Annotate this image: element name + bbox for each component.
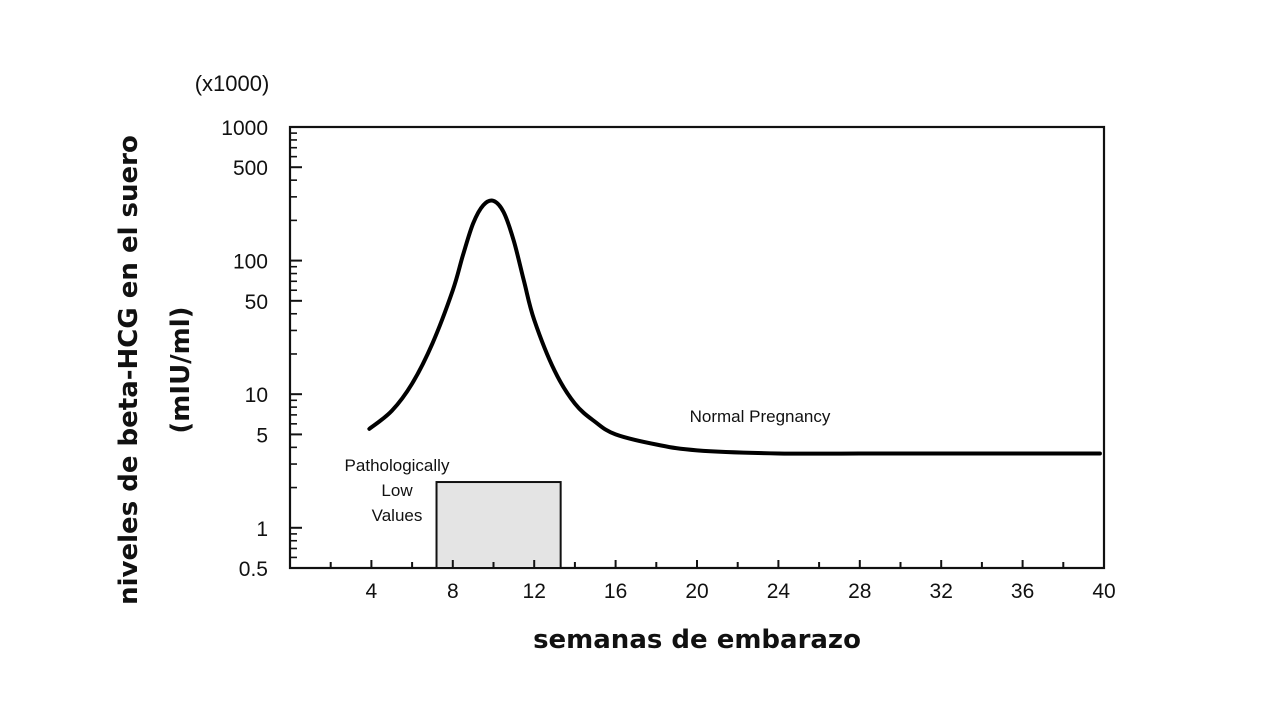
y-axis-units: (mIU/ml) bbox=[166, 306, 196, 433]
x-axis-title: semanas de embarazo bbox=[533, 625, 861, 655]
x-tick-label-8: 8 bbox=[447, 580, 459, 603]
x-tick-label-32: 32 bbox=[930, 580, 953, 603]
y-axis-tick-labels: 0.5 1 5 10 50 100 500 1000 bbox=[221, 117, 268, 581]
x-tick-label-4: 4 bbox=[366, 580, 378, 603]
y-multiplier-label: (x1000) bbox=[195, 71, 270, 96]
y-tick-label-10: 10 bbox=[245, 384, 268, 407]
y-tick-label-1: 1 bbox=[256, 518, 268, 541]
x-tick-label-36: 36 bbox=[1011, 580, 1034, 603]
x-tick-label-12: 12 bbox=[523, 580, 546, 603]
y-minor-ticks bbox=[290, 132, 297, 559]
y-tick-label-100: 100 bbox=[233, 251, 268, 274]
y-tick-label-500: 500 bbox=[233, 157, 268, 180]
y-tick-label-0_5: 0.5 bbox=[239, 558, 268, 581]
x-tick-label-40: 40 bbox=[1092, 580, 1115, 603]
y-axis-title: niveles de beta-HCG en el suero bbox=[114, 135, 144, 605]
annotation-pathologically-line-2: Low bbox=[381, 481, 413, 500]
plot-frame bbox=[288, 125, 1106, 570]
y-tick-label-50: 50 bbox=[245, 291, 268, 314]
annotation-pathologically-line-1: Pathologically bbox=[345, 456, 450, 475]
y-tick-label-1000: 1000 bbox=[221, 117, 268, 140]
x-tick-label-28: 28 bbox=[848, 580, 871, 603]
x-tick-label-20: 20 bbox=[685, 580, 708, 603]
x-tick-label-16: 16 bbox=[604, 580, 627, 603]
y-axis-ticks bbox=[290, 126, 302, 569]
x-axis-tick-labels: 4 8 12 16 20 24 28 32 36 40 bbox=[366, 580, 1116, 603]
annotation-pathologically-line-3: Values bbox=[372, 506, 423, 525]
y-tick-label-5: 5 bbox=[256, 424, 268, 447]
annotation-normal-pregnancy: Normal Pregnancy bbox=[690, 407, 831, 426]
pathologically-low-region bbox=[435, 481, 562, 569]
series-line-normal-pregnancy bbox=[367, 198, 1102, 456]
x-axis-ticks bbox=[329, 560, 1105, 568]
x-tick-label-24: 24 bbox=[767, 580, 791, 603]
